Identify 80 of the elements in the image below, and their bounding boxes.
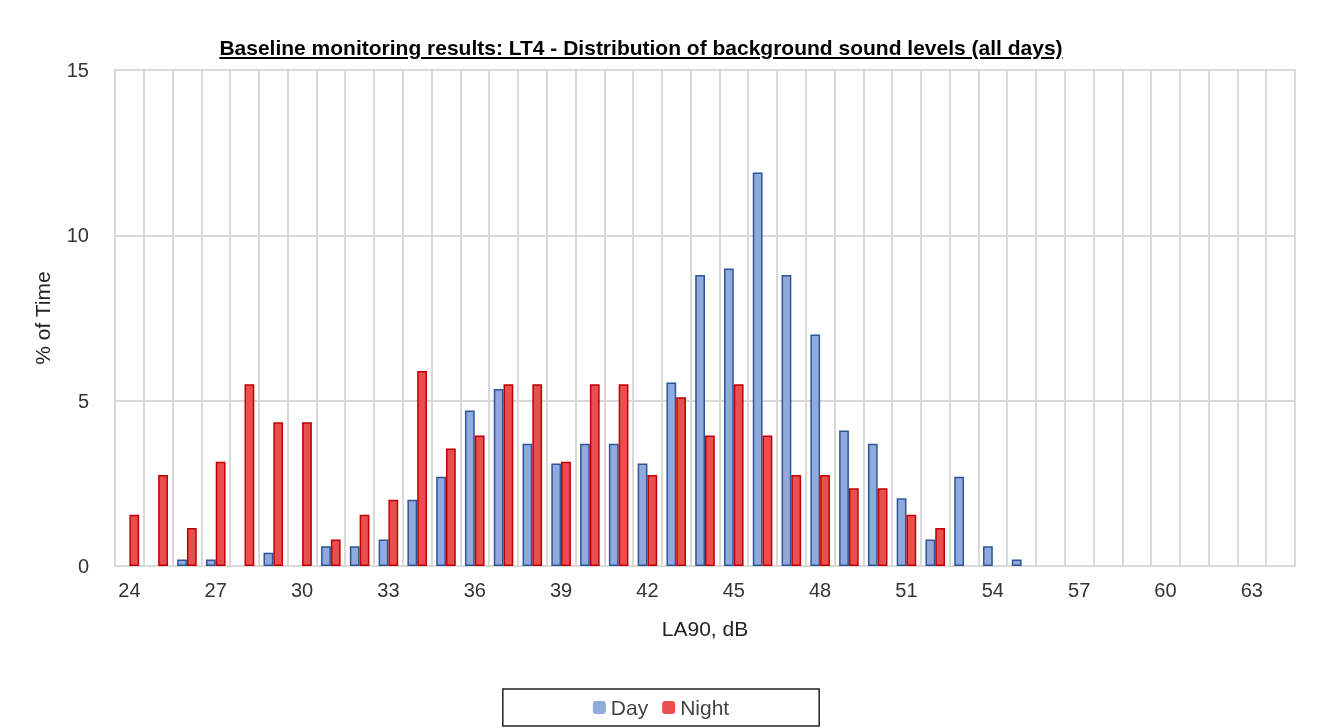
bar xyxy=(637,463,648,566)
bar xyxy=(954,476,965,566)
bar xyxy=(263,552,274,566)
bar xyxy=(983,546,993,566)
bar xyxy=(791,475,802,566)
bar xyxy=(733,384,744,566)
x-tick-label: 36 xyxy=(463,579,486,601)
y-tick-label: 10 xyxy=(66,224,89,247)
bar xyxy=(493,389,504,566)
bar xyxy=(330,539,341,566)
x-tick-label: 45 xyxy=(722,579,745,601)
bar xyxy=(417,370,427,566)
bar xyxy=(445,448,456,566)
x-axis-title: LA90, dB xyxy=(661,617,749,640)
bar xyxy=(388,499,399,566)
y-tick-label: 5 xyxy=(77,389,89,412)
bar xyxy=(810,334,821,566)
bar xyxy=(618,384,629,566)
x-tick-label: 48 xyxy=(809,579,832,601)
bar xyxy=(935,527,946,566)
bar xyxy=(359,514,370,566)
bar xyxy=(781,275,792,566)
bar xyxy=(186,527,197,566)
bar xyxy=(407,499,418,566)
bar xyxy=(273,422,284,566)
x-tick-label: 57 xyxy=(1068,579,1091,601)
y-axis-title: % of Time xyxy=(31,271,54,365)
bar xyxy=(724,268,734,566)
x-tick-label: 60 xyxy=(1154,579,1177,601)
bar xyxy=(695,275,705,566)
bar xyxy=(877,488,888,566)
bar xyxy=(321,546,331,566)
bar xyxy=(896,498,907,566)
bar xyxy=(676,397,686,566)
bar xyxy=(839,430,849,566)
bar xyxy=(848,488,859,566)
bar xyxy=(1011,559,1022,566)
bar xyxy=(215,461,226,566)
bar xyxy=(522,443,533,566)
bar xyxy=(561,461,571,566)
bar xyxy=(589,384,600,566)
bar xyxy=(906,514,917,566)
bar xyxy=(129,514,140,566)
bar xyxy=(464,410,475,566)
chart-title: Baseline monitoring results: LT4 - Distribution of background sound levels (all days) xyxy=(219,36,1063,59)
bar xyxy=(302,422,312,566)
x-tick-label: 54 xyxy=(981,579,1004,601)
bar xyxy=(532,384,543,566)
bar xyxy=(867,443,878,566)
bar xyxy=(244,384,255,566)
bar xyxy=(647,475,658,566)
bar xyxy=(666,382,677,566)
bar xyxy=(705,435,715,566)
bar xyxy=(474,435,485,566)
bar xyxy=(177,559,187,566)
x-tick-label: 42 xyxy=(636,579,659,601)
x-tick-label: 39 xyxy=(549,579,573,601)
bar xyxy=(503,384,514,566)
x-tick-label: 63 xyxy=(1240,579,1263,601)
y-tick-label: 0 xyxy=(77,555,89,577)
legend-label: Day xyxy=(610,696,649,719)
bar xyxy=(580,443,590,566)
x-tick-label: 33 xyxy=(377,579,400,601)
x-tick-label: 24 xyxy=(118,579,141,601)
legend-label: Night xyxy=(680,696,730,719)
bar xyxy=(349,546,360,566)
bar xyxy=(205,559,216,566)
bar xyxy=(608,443,619,566)
bar xyxy=(158,475,168,566)
x-tick-label: 51 xyxy=(895,579,918,601)
x-tick-label: 30 xyxy=(290,579,314,601)
x-tick-label: 27 xyxy=(204,579,227,601)
bar xyxy=(436,476,446,566)
bar xyxy=(820,475,830,566)
bar xyxy=(378,539,389,566)
bar xyxy=(762,435,773,566)
bar xyxy=(752,172,763,566)
bar xyxy=(925,539,936,566)
bar xyxy=(551,463,562,566)
y-tick-label: 15 xyxy=(66,59,89,81)
